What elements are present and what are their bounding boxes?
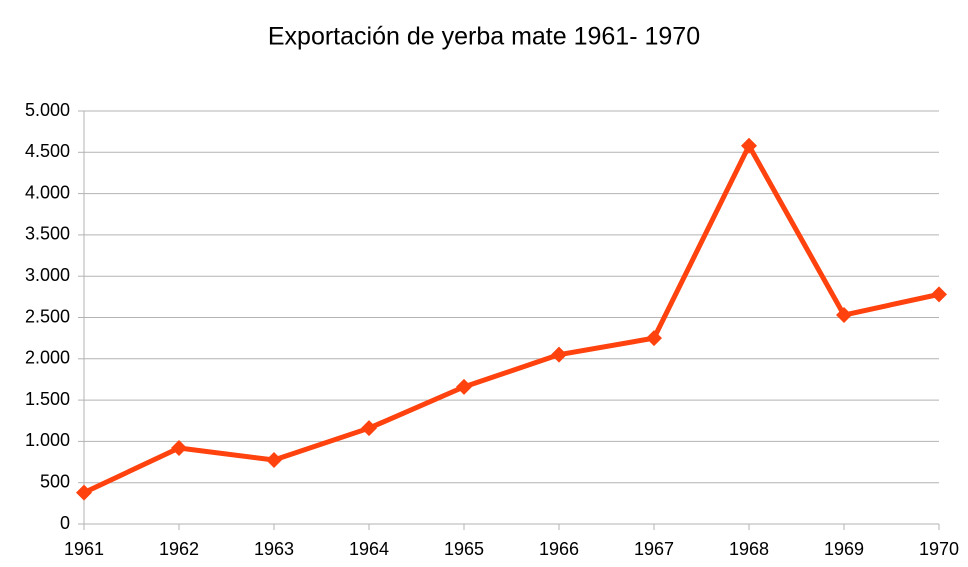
y-tick-label: 4.500	[25, 141, 70, 161]
x-tick-label: 1968	[729, 539, 769, 559]
x-tick-label: 1963	[254, 539, 294, 559]
y-tick-label: 2.000	[25, 348, 70, 368]
data-point	[76, 484, 92, 501]
data-point	[266, 451, 282, 468]
data-point	[646, 330, 662, 347]
data-point	[551, 346, 567, 363]
data-point	[361, 420, 377, 437]
data-point	[836, 307, 852, 324]
y-tick-label: 1.000	[25, 430, 70, 450]
x-tick-label: 1965	[444, 539, 484, 559]
y-tick-label: 500	[40, 471, 70, 491]
x-tick-label: 1961	[64, 539, 104, 559]
y-tick-label: 4.000	[25, 182, 70, 202]
x-tick-label: 1966	[539, 539, 579, 559]
data-point	[741, 137, 757, 154]
x-tick-label: 1969	[824, 539, 864, 559]
data-point	[931, 286, 947, 303]
data-point	[456, 378, 472, 395]
y-tick-label: 0	[60, 513, 70, 533]
y-tick-label: 1.500	[25, 389, 70, 409]
chart-title: Exportación de yerba mate 1961- 1970	[268, 23, 700, 51]
x-tick-label: 1964	[349, 539, 389, 559]
data-point	[171, 440, 187, 457]
x-tick-label: 1962	[159, 539, 199, 559]
y-tick-label: 5.000	[25, 100, 70, 120]
y-tick-label: 3.000	[25, 265, 70, 285]
x-tick-label: 1967	[634, 539, 674, 559]
y-tick-label: 2.500	[25, 306, 70, 326]
y-tick-label: 3.500	[25, 224, 70, 244]
data-line	[82, 143, 940, 495]
x-tick-label: 1970	[919, 539, 959, 559]
